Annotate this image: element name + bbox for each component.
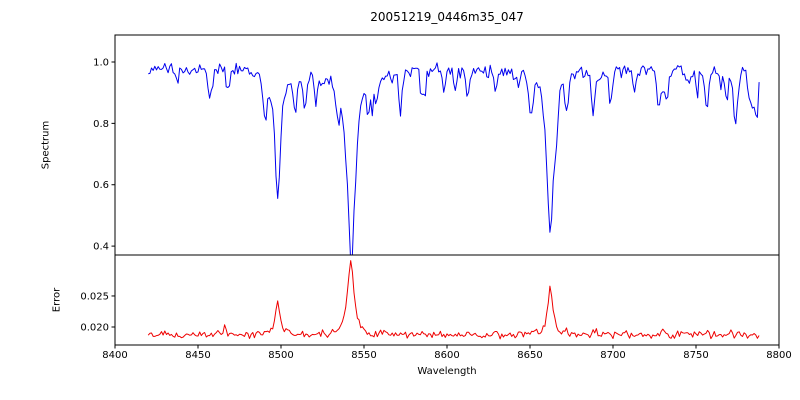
x-tick-label: 8400 (102, 350, 127, 361)
error-line (147, 260, 760, 340)
tick-labels: 8400 8450 8500 8550 8600 8650 8700 8750 8800 0.4 0… (80, 58, 791, 361)
y-tick-label: 0.020 (80, 323, 109, 334)
y-tick-label: 0.8 (93, 119, 109, 130)
data-series (147, 62, 760, 340)
y-tick-label: 1.0 (93, 58, 109, 69)
y-tick-label: 0.025 (80, 291, 109, 302)
x-tick-label: 8600 (434, 350, 459, 361)
x-tick-label: 8700 (600, 350, 625, 361)
panel-border-spectrum (114, 34, 780, 256)
x-tick-label: 8650 (517, 350, 542, 361)
spectrum-line (148, 62, 760, 255)
x-tick-label: 8800 (766, 350, 791, 361)
x-axis-label: Wavelength (417, 366, 477, 377)
y-tick-label: 0.6 (93, 180, 109, 191)
x-tick-label: 8750 (683, 350, 708, 361)
x-tick-label: 8450 (185, 350, 210, 361)
axes (114, 34, 780, 346)
panel-border-error (114, 254, 780, 346)
y-tick-label: 0.4 (93, 242, 109, 253)
chart-title: 20051219_0446m35_047 (370, 10, 524, 24)
x-tick-label: 8500 (268, 350, 293, 361)
x-tick-label: 8550 (351, 350, 376, 361)
